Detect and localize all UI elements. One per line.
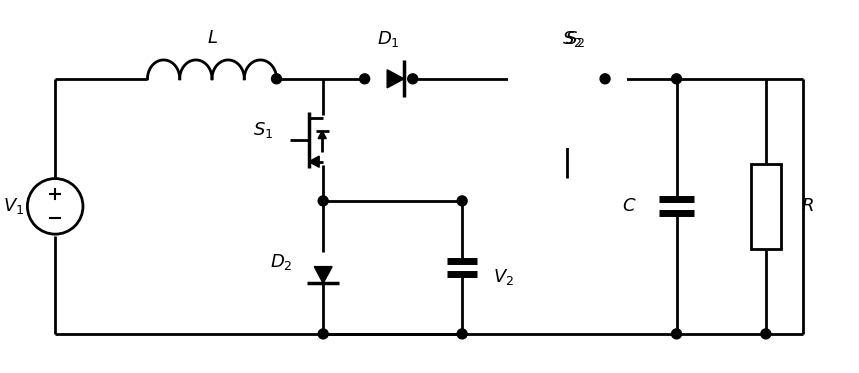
Circle shape xyxy=(318,196,328,206)
Polygon shape xyxy=(560,107,569,116)
Polygon shape xyxy=(318,131,326,138)
FancyBboxPatch shape xyxy=(751,164,781,248)
Text: $C$: $C$ xyxy=(622,197,637,215)
Polygon shape xyxy=(314,267,332,283)
Polygon shape xyxy=(563,112,570,119)
Text: $V_1$: $V_1$ xyxy=(3,196,24,216)
Circle shape xyxy=(408,74,417,84)
Circle shape xyxy=(672,74,681,84)
Text: $S_2$: $S_2$ xyxy=(563,29,582,49)
Text: $S_2$: $S_2$ xyxy=(565,29,585,49)
Polygon shape xyxy=(308,156,320,167)
Circle shape xyxy=(457,329,467,339)
Circle shape xyxy=(457,196,467,206)
Polygon shape xyxy=(555,135,564,145)
Text: $S_1$: $S_1$ xyxy=(253,120,274,140)
Circle shape xyxy=(360,74,369,84)
Polygon shape xyxy=(387,70,404,88)
Text: $L$: $L$ xyxy=(206,29,217,47)
Text: $R$: $R$ xyxy=(801,197,814,215)
Circle shape xyxy=(318,329,328,339)
Circle shape xyxy=(761,329,771,339)
Circle shape xyxy=(672,329,681,339)
Text: $D_2$: $D_2$ xyxy=(271,253,293,272)
Circle shape xyxy=(600,74,610,84)
Text: $D_1$: $D_1$ xyxy=(377,29,400,49)
Text: $V_2$: $V_2$ xyxy=(493,267,515,287)
FancyBboxPatch shape xyxy=(508,74,627,148)
Circle shape xyxy=(271,74,282,84)
